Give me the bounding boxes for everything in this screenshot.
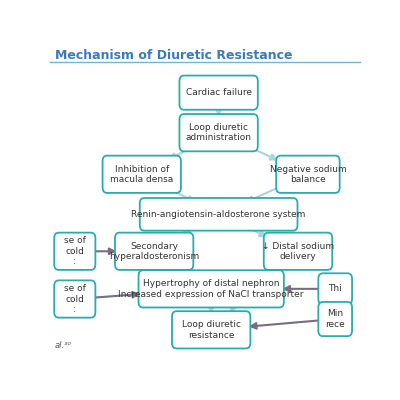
FancyBboxPatch shape xyxy=(180,76,258,110)
FancyBboxPatch shape xyxy=(140,198,298,231)
FancyBboxPatch shape xyxy=(102,156,181,193)
Text: Loop diuretic
administration: Loop diuretic administration xyxy=(186,123,252,142)
FancyBboxPatch shape xyxy=(172,311,250,348)
FancyBboxPatch shape xyxy=(138,270,284,308)
FancyBboxPatch shape xyxy=(276,156,340,193)
Text: Renin-angiotensin-aldosterone system: Renin-angiotensin-aldosterone system xyxy=(132,210,306,219)
FancyBboxPatch shape xyxy=(54,233,95,270)
Text: Secondary
hyperaldosteronism: Secondary hyperaldosteronism xyxy=(109,242,199,261)
FancyBboxPatch shape xyxy=(318,273,352,304)
FancyBboxPatch shape xyxy=(180,114,258,151)
Text: Loop diuretic
resistance: Loop diuretic resistance xyxy=(182,320,241,340)
Text: ↓ Distal sodium
delivery: ↓ Distal sodium delivery xyxy=(262,242,334,261)
FancyBboxPatch shape xyxy=(264,233,332,270)
Text: Cardiac failure: Cardiac failure xyxy=(186,88,252,97)
Text: Mechanism of Diuretic Resistance: Mechanism of Diuretic Resistance xyxy=(55,49,292,62)
Text: Hypertrophy of distal nephron
Increased expression of NaCl transporter: Hypertrophy of distal nephron Increased … xyxy=(118,279,304,298)
Text: se of
cold
:: se of cold : xyxy=(64,236,86,266)
FancyBboxPatch shape xyxy=(54,280,95,318)
Text: Inhibition of
macula densa: Inhibition of macula densa xyxy=(110,164,173,184)
Text: Thi: Thi xyxy=(328,284,342,293)
Text: al.³⁰: al.³⁰ xyxy=(55,341,72,350)
Text: Negative sodium
balance: Negative sodium balance xyxy=(270,164,346,184)
Text: Min
rece: Min rece xyxy=(325,309,345,329)
FancyBboxPatch shape xyxy=(115,233,193,270)
Text: se of
cold
:: se of cold : xyxy=(64,284,86,314)
FancyBboxPatch shape xyxy=(318,302,352,336)
